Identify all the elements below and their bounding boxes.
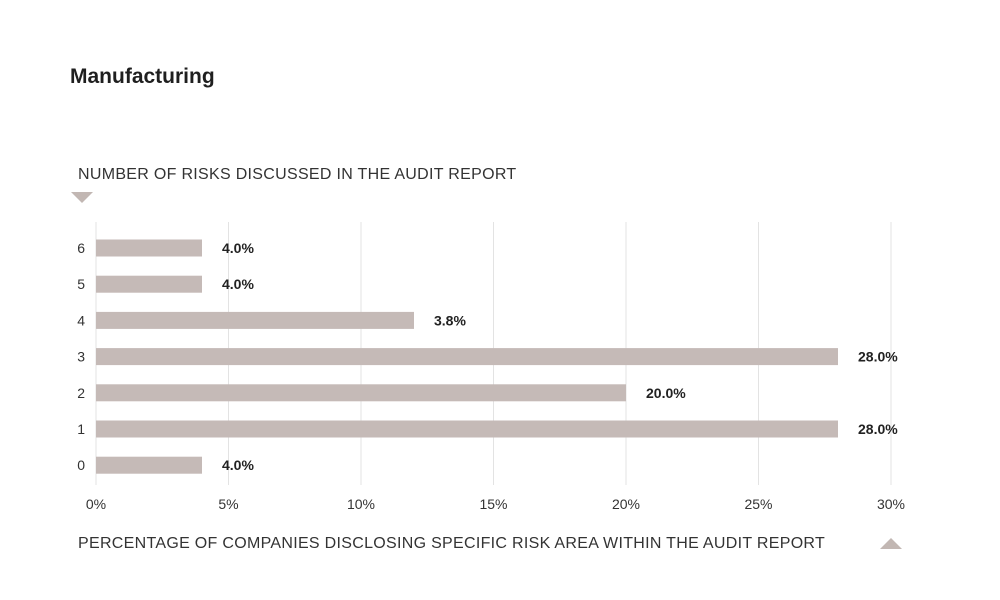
y-tick-label: 5 [77, 276, 85, 292]
bar [96, 456, 202, 474]
x-tick-label: 0% [86, 496, 106, 512]
triangle-down-icon [71, 192, 93, 203]
x-tick-label: 30% [877, 496, 905, 512]
x-axis-label: PERCENTAGE OF COMPANIES DISCLOSING SPECI… [78, 535, 826, 552]
x-tick-label: 10% [347, 496, 375, 512]
y-tick-label: 0 [77, 457, 85, 473]
x-tick-label: 5% [218, 496, 238, 512]
data-label: 4.0% [222, 457, 254, 473]
chart-title: Manufacturing [70, 65, 215, 88]
bar [96, 311, 414, 329]
x-tick-label: 20% [612, 496, 640, 512]
y-tick-label: 3 [77, 349, 85, 365]
triangle-up-icon [880, 538, 902, 549]
y-axis-label: NUMBER OF RISKS DISCUSSED IN THE AUDIT R… [78, 166, 517, 183]
y-tick-label: 2 [77, 385, 85, 401]
bar [96, 239, 202, 257]
x-tick-label: 15% [479, 496, 507, 512]
bar [96, 275, 202, 293]
data-label: 20.0% [646, 385, 686, 401]
bar [96, 420, 838, 438]
y-tick-label: 4 [77, 312, 85, 328]
bar [96, 384, 626, 402]
y-tick-label: 6 [77, 240, 85, 256]
y-tick-label: 1 [77, 421, 85, 437]
data-label: 4.0% [222, 276, 254, 292]
data-label: 3.8% [434, 312, 466, 328]
data-label: 4.0% [222, 240, 254, 256]
x-tick-label: 25% [744, 496, 772, 512]
data-label: 28.0% [858, 421, 898, 437]
bar [96, 348, 838, 366]
data-label: 28.0% [858, 349, 898, 365]
